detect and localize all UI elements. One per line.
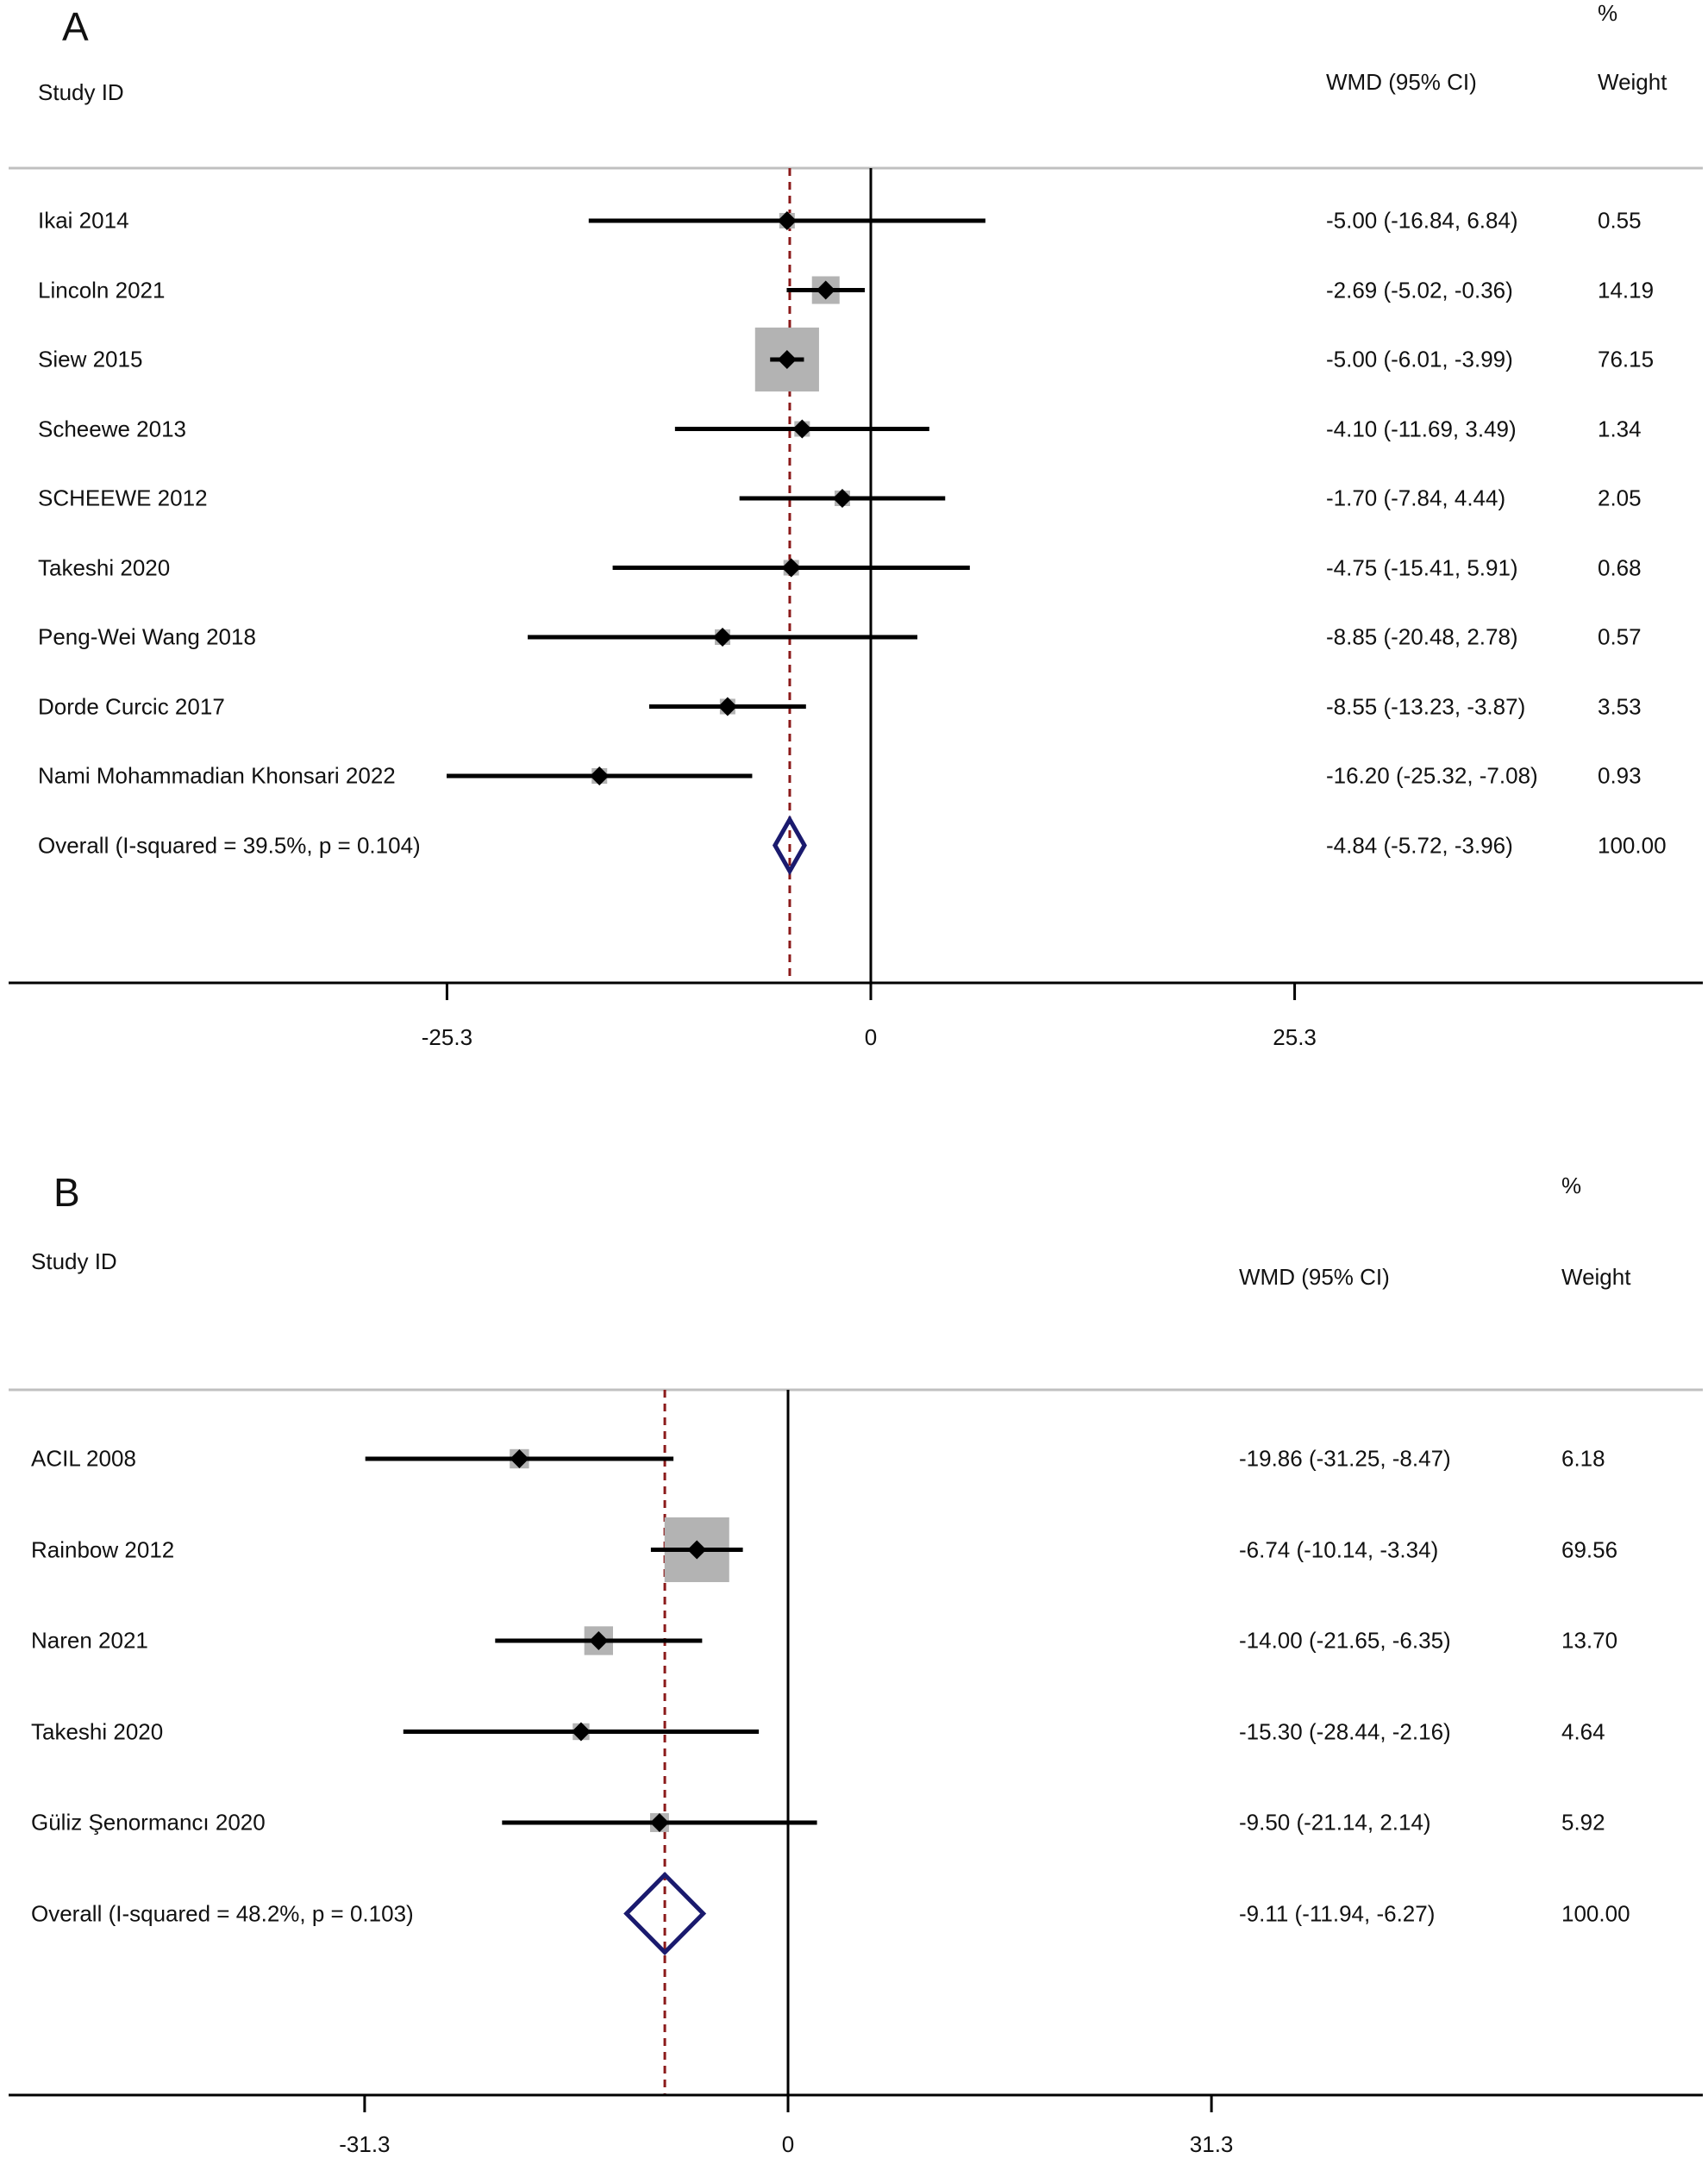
study-effect-ci: -19.86 (-31.25, -8.47) <box>1239 1445 1451 1472</box>
panel-letter-a: A <box>62 4 89 49</box>
study-name: Nami Mohammadian Khonsari 2022 <box>38 762 396 789</box>
study-effect-ci: -2.69 (-5.02, -0.36) <box>1326 277 1513 303</box>
study-weight: 1.34 <box>1598 416 1642 441</box>
plot-area-b <box>9 1388 1703 2112</box>
study-effect-ci: -4.10 (-11.69, 3.49) <box>1326 416 1517 441</box>
study-effect-ci: -5.00 (-6.01, -3.99) <box>1326 346 1513 372</box>
point-estimate <box>590 766 610 785</box>
header-effect: WMD (95% CI) <box>1239 1264 1390 1290</box>
study-name: Ikai 2014 <box>38 207 129 234</box>
study-weight: 5.92 <box>1561 1809 1605 1836</box>
overall-weight: 100.00 <box>1598 832 1667 858</box>
study-effect-ci: -1.70 (-7.84, 4.44) <box>1326 485 1506 511</box>
header-effect: WMD (95% CI) <box>1326 69 1477 95</box>
overall-label: Overall (I-squared = 39.5%, p = 0.104) <box>38 832 421 858</box>
study-name: Peng-Wei Wang 2018 <box>38 623 256 650</box>
point-estimate <box>832 489 852 508</box>
study-name: Takeshi 2020 <box>38 554 171 580</box>
header-percent: % <box>1561 1173 1582 1198</box>
study-effect-ci: -4.75 (-15.41, 5.91) <box>1326 554 1518 580</box>
point-estimate <box>649 1813 669 1832</box>
study-weight: 13.70 <box>1561 1627 1618 1654</box>
study-weight: 0.55 <box>1598 207 1642 234</box>
point-estimate <box>687 1540 707 1560</box>
study-effect-ci: -8.55 (-13.23, -3.87) <box>1326 693 1526 719</box>
header-study-id: Study ID <box>31 1248 117 1274</box>
study-name: Rainbow 2012 <box>31 1536 175 1562</box>
x-tick-label: -31.3 <box>339 2131 391 2157</box>
panel-letter-b: B <box>53 1170 80 1215</box>
point-estimate <box>816 280 835 300</box>
overall-effect-ci: -9.11 (-11.94, -6.27) <box>1239 1900 1436 1926</box>
x-tick-label: 25.3 <box>1273 1024 1317 1050</box>
study-effect-ci: -15.30 (-28.44, -2.16) <box>1239 1718 1451 1744</box>
point-estimate <box>792 419 812 439</box>
study-name: Scheewe 2013 <box>38 416 187 441</box>
study-effect-ci: -6.74 (-10.14, -3.34) <box>1239 1536 1439 1562</box>
study-effect-ci: -5.00 (-16.84, 6.84) <box>1326 207 1518 234</box>
study-effect-ci: -8.85 (-20.48, 2.78) <box>1326 623 1518 650</box>
overall-diamond <box>623 1871 707 1956</box>
study-name: Naren 2021 <box>31 1627 148 1654</box>
overall-diamond <box>772 815 807 876</box>
point-estimate <box>713 628 733 647</box>
x-tick-label: 0 <box>781 2131 795 2157</box>
overall-weight: 100.00 <box>1561 1900 1630 1926</box>
study-name: SCHEEWE 2012 <box>38 485 208 511</box>
header-weight: Weight <box>1561 1264 1631 1290</box>
overall-label: Overall (I-squared = 48.2%, p = 0.103) <box>31 1900 414 1926</box>
x-tick-label: 0 <box>864 1024 878 1050</box>
forest-plot-a: A Study ID WMD (95% CI) % Weight -25.3 0 2… <box>9 0 1703 1050</box>
point-estimate <box>589 1631 609 1650</box>
point-estimate <box>510 1449 529 1468</box>
overall-effect-ci: -4.84 (-5.72, -3.96) <box>1326 832 1513 858</box>
study-name: Lincoln 2021 <box>38 277 166 303</box>
point-estimate <box>777 211 797 230</box>
header-percent: % <box>1598 0 1618 26</box>
header-study-id: Study ID <box>38 79 124 105</box>
header-weight: Weight <box>1598 69 1667 95</box>
forest-plot-b: B Study ID WMD (95% CI) % Weight -31.3 0 3… <box>0 1155 1708 2157</box>
study-effect-ci: -9.50 (-21.14, 2.14) <box>1239 1809 1431 1836</box>
plot-area-a <box>9 166 1703 1000</box>
study-name: Güliz Şenormancı 2020 <box>31 1809 266 1836</box>
study-effect-ci: -16.20 (-25.32, -7.08) <box>1326 762 1538 789</box>
study-weight: 0.68 <box>1598 554 1642 580</box>
study-name: Takeshi 2020 <box>31 1718 164 1744</box>
study-weight: 14.19 <box>1598 277 1655 303</box>
point-estimate <box>781 558 801 578</box>
study-weight: 76.15 <box>1598 346 1655 372</box>
study-name: ACIL 2008 <box>31 1445 136 1472</box>
study-weight: 0.93 <box>1598 762 1642 789</box>
point-estimate <box>717 697 737 716</box>
study-weight: 2.05 <box>1598 485 1642 511</box>
point-estimate <box>777 350 797 369</box>
point-estimate <box>571 1722 591 1742</box>
study-name: Siew 2015 <box>38 346 143 372</box>
x-tick-label: 31.3 <box>1189 2131 1234 2157</box>
study-name: Dorde Curcic 2017 <box>38 693 225 719</box>
study-weight: 6.18 <box>1561 1445 1605 1472</box>
study-weight: 4.64 <box>1561 1718 1605 1744</box>
x-tick-label: -25.3 <box>421 1024 473 1050</box>
study-weight: 3.53 <box>1598 693 1642 719</box>
study-effect-ci: -14.00 (-21.65, -6.35) <box>1239 1627 1451 1654</box>
study-weight: 0.57 <box>1598 623 1642 650</box>
study-weight: 69.56 <box>1561 1536 1618 1562</box>
